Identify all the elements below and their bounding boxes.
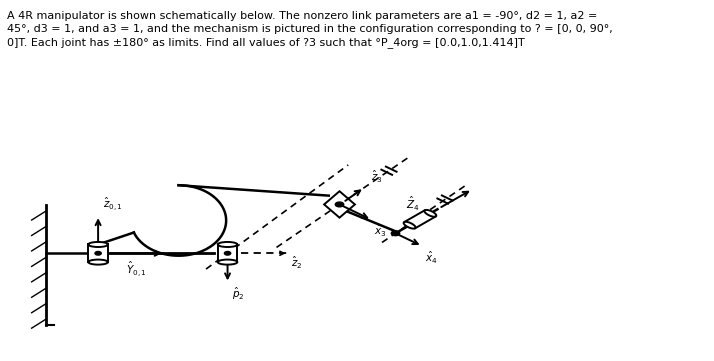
Text: $\hat{p}_{2}$: $\hat{p}_{2}$ — [233, 286, 245, 303]
Bar — [218, 244, 237, 262]
Circle shape — [391, 231, 400, 236]
Ellipse shape — [89, 242, 108, 247]
Bar — [89, 244, 108, 262]
Ellipse shape — [403, 222, 416, 229]
Text: $\hat{x}_{4}$: $\hat{x}_{4}$ — [425, 249, 438, 266]
Ellipse shape — [89, 260, 108, 265]
Circle shape — [224, 252, 231, 255]
Text: $\hat{z}_{0,1}$: $\hat{z}_{0,1}$ — [103, 196, 123, 213]
Polygon shape — [324, 191, 355, 218]
Circle shape — [336, 202, 343, 207]
Text: $\hat{x}_{3}$: $\hat{x}_{3}$ — [374, 223, 387, 239]
Text: $\hat{z}_{3}$: $\hat{z}_{3}$ — [371, 169, 383, 186]
Text: $\hat{Z}_{4}$: $\hat{Z}_{4}$ — [406, 195, 420, 213]
Ellipse shape — [424, 210, 436, 217]
Circle shape — [95, 252, 101, 255]
Text: A 4R manipulator is shown schematically below. The nonzero link parameters are a: A 4R manipulator is shown schematically … — [7, 11, 613, 48]
Polygon shape — [404, 210, 436, 228]
Text: $\hat{z}_{2}$: $\hat{z}_{2}$ — [291, 255, 302, 271]
Text: $\hat{Y}_{0,1}$: $\hat{Y}_{0,1}$ — [126, 259, 147, 279]
Ellipse shape — [218, 260, 237, 265]
Ellipse shape — [218, 242, 237, 247]
